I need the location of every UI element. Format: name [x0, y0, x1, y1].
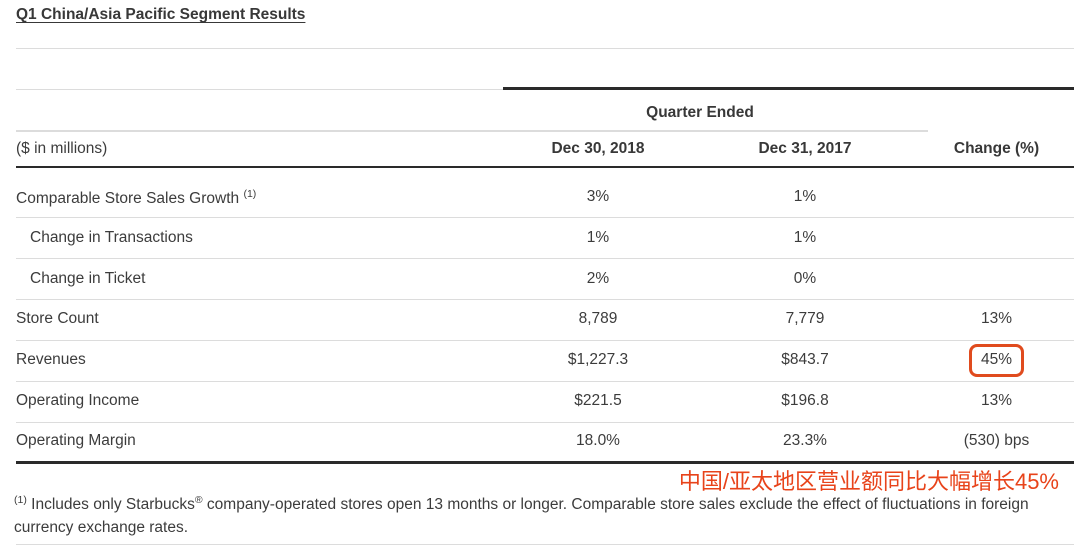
table-row-revenues: Revenues $1,227.3 $843.7 45% [0, 344, 1080, 377]
unit-label: ($ in millions) [16, 140, 108, 157]
cell-value: 45% [980, 351, 1013, 368]
cell-value: 8,789 [578, 310, 618, 327]
row-divider [16, 422, 1074, 423]
divider-dark-top [503, 87, 1074, 90]
quarter-ended-header: Quarter Ended [646, 104, 754, 121]
table-row-comparable-store-sales-growth: Comparable Store Sales Growth (1) 3% 1% [0, 188, 1080, 212]
row-label: Store Count [16, 310, 99, 327]
cell-value: 1% [793, 188, 817, 205]
divider-page-bottom [16, 544, 1074, 545]
highlight-box: 45% [968, 344, 1025, 377]
row-divider [16, 258, 1074, 259]
cell-value: $843.7 [781, 351, 829, 368]
row-label: Operating Margin [16, 432, 136, 449]
divider-table-bottom [16, 461, 1074, 464]
column-header-dec-30-2018: Dec 30, 2018 [551, 140, 645, 157]
cell-value: $196.8 [781, 392, 829, 409]
cell-highlighted: 45% [919, 344, 1074, 377]
row-label: Operating Income [16, 392, 140, 409]
divider-under-quarter-ended [16, 130, 928, 132]
row-label: Revenues [16, 351, 86, 368]
cell-value: (530) bps [963, 432, 1030, 449]
table-row-operating-margin: Operating Margin 18.0% 23.3% (530) bps [0, 432, 1080, 456]
divider-light-left [16, 89, 503, 90]
row-divider [16, 340, 1074, 341]
registered-trademark: ® [194, 494, 203, 506]
column-header-dec-31-2017: Dec 31, 2017 [758, 140, 852, 157]
cell-value: 1% [793, 229, 817, 246]
cell-value: $1,227.3 [567, 351, 629, 368]
cell-value: 13% [980, 392, 1013, 409]
cell-value: 3% [586, 188, 610, 205]
divider-under-title [16, 48, 1074, 49]
table-row-change-in-transactions: Change in Transactions 1% 1% [0, 229, 1080, 253]
cell-value: 7,779 [785, 310, 825, 327]
footnote-text-2: company-operated stores open 13 months o… [14, 496, 1029, 536]
row-label: Comparable Store Sales Growth (1) [16, 188, 257, 207]
footnote-text-1: Includes only Starbucks [26, 496, 195, 513]
table-row-operating-income: Operating Income $221.5 $196.8 13% [0, 392, 1080, 416]
row-divider [16, 299, 1074, 300]
row-divider [16, 217, 1074, 218]
table-row-change-in-ticket: Change in Ticket 2% 0% [0, 270, 1080, 294]
table-row-store-count: Store Count 8,789 7,779 13% [0, 310, 1080, 334]
annotation-chinese: 中国/亚太地区营业额同比大幅增长45% [678, 469, 1059, 494]
footnote-marker: (1) [243, 188, 257, 200]
cell-value: 13% [980, 310, 1013, 327]
cell-value: $221.5 [574, 392, 622, 409]
cell-value: 18.0% [576, 432, 620, 449]
page-title: Q1 China/Asia Pacific Segment Results [16, 6, 306, 23]
row-label: Change in Ticket [30, 270, 146, 287]
row-divider [16, 381, 1074, 382]
cell-value: 2% [586, 270, 610, 287]
cell-value: 23.3% [783, 432, 827, 449]
row-label: Change in Transactions [30, 229, 193, 246]
footnote: (1) Includes only Starbucks® company-ope… [14, 489, 1074, 539]
column-header-change-pct: Change (%) [953, 140, 1040, 157]
footnote-marker: (1) [14, 494, 27, 506]
cell-value: 0% [793, 270, 817, 287]
cell-value: 1% [586, 229, 610, 246]
divider-under-column-headers [16, 166, 1074, 168]
